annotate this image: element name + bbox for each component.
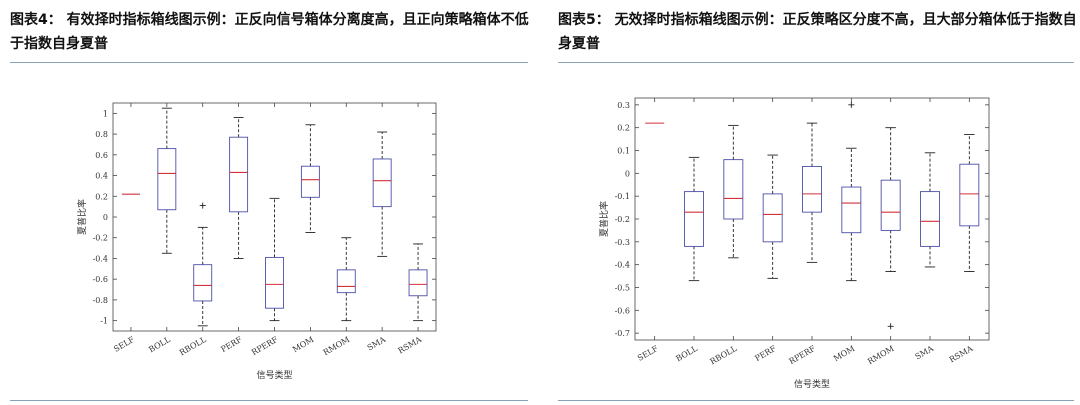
y-tick-label: 0.4 — [95, 172, 108, 181]
boxplot-chart: 0.3 0.2 0.1 0 -0.1 -0.2 -0.3 -0.4 -0.5 -0.6 -0.7 SE… — [598, 97, 990, 390]
y-tick-label: -0.8 — [93, 296, 108, 305]
x-tick-label: MOM — [832, 344, 856, 363]
x-tick-label: BOLL — [674, 344, 699, 364]
figure-panel-right: 图表5： 无效择时指标箱线图示例：正反策略区分度不高，且大部分箱体低于指数自身夏… — [556, 0, 1080, 405]
y-tick-label: -0.6 — [93, 275, 108, 284]
box-iqr — [959, 163, 980, 227]
y-tick-label: 0.6 — [95, 151, 108, 160]
outlier-marker — [199, 202, 206, 209]
y-tick-label: -0.4 — [93, 254, 108, 263]
x-tick-label: PERF — [753, 344, 778, 363]
y-tick-label: 0.3 — [617, 101, 630, 110]
bottom-divider — [558, 400, 1074, 401]
box-iqr — [880, 179, 901, 231]
figure-caption: 图表4： 有效择时指标箱线图示例：正反向信号箱体分离度高，且正向策略箱体不低于指… — [10, 12, 529, 52]
x-axis-title: 信号类型 — [256, 369, 292, 381]
box-iqr — [802, 166, 822, 213]
box-iqr — [762, 193, 783, 243]
y-tick-label: 0.8 — [95, 130, 108, 139]
x-tick-label: BOLL — [147, 335, 172, 355]
x-tick-label: MOM — [291, 335, 315, 354]
y-tick-label: 0.2 — [95, 192, 108, 201]
box-iqr — [408, 269, 428, 297]
box-iqr — [300, 165, 320, 198]
outlier-marker — [848, 101, 855, 108]
y-tick-label: 1 — [103, 109, 108, 118]
box-iqr — [372, 158, 392, 208]
bottom-divider — [10, 400, 528, 401]
box-iqr — [684, 191, 704, 247]
caption-divider — [10, 62, 528, 63]
x-tick-label: RBOLL — [709, 344, 739, 367]
x-tick-label: RMOM — [866, 344, 896, 366]
y-tick-label: -1 — [100, 317, 108, 326]
y-tick-label: 0 — [625, 169, 630, 178]
x-tick-label: RPERF — [250, 335, 280, 357]
y-tick-label: -0.2 — [93, 234, 108, 243]
x-tick-label: SELF — [636, 344, 660, 363]
x-axis-title: 信号类型 — [794, 378, 830, 390]
box-iqr — [723, 159, 744, 220]
caption-divider — [558, 62, 1074, 63]
y-tick-label: 0.2 — [617, 124, 630, 133]
x-tick-label: PERF — [219, 335, 244, 354]
y-axis-title: 夏普比率 — [76, 199, 88, 235]
y-axis-title: 夏普比率 — [598, 201, 610, 237]
box-iqr — [841, 186, 862, 234]
x-tick-label: SMA — [914, 344, 936, 362]
box-iqr — [265, 256, 284, 309]
x-tick-label: RSMA — [948, 344, 975, 365]
box-iqr — [157, 148, 177, 211]
y-tick-label: -0.6 — [615, 306, 630, 315]
box-iqr — [336, 269, 356, 294]
y-tick-label: -0.1 — [615, 192, 630, 201]
y-tick-label: -0.4 — [615, 261, 630, 270]
y-tick-label: -0.2 — [615, 215, 630, 224]
x-tick-label: SELF — [112, 335, 136, 354]
box-iqr — [920, 191, 940, 247]
y-tick-label: -0.7 — [615, 329, 630, 338]
y-tick-label: 0 — [103, 213, 108, 222]
outlier-marker — [887, 323, 894, 330]
x-tick-label: RMOM — [322, 335, 352, 357]
box-iqr — [193, 264, 213, 302]
y-tick-label: -0.3 — [615, 238, 630, 247]
y-tick-label: 0.1 — [617, 147, 630, 156]
y-tick-label: -0.5 — [615, 283, 630, 292]
figure-panel-left: 图表4： 有效择时指标箱线图示例：正反向信号箱体分离度高，且正向策略箱体不低于指… — [0, 0, 538, 405]
x-tick-label: SMA — [366, 335, 388, 353]
figure-caption: 图表5： 无效择时指标箱线图示例：正反策略区分度不高，且大部分箱体低于指数自身夏… — [558, 12, 1077, 52]
x-tick-label: RSMA — [396, 335, 423, 356]
x-tick-label: RPERF — [788, 344, 818, 366]
boxplot-chart: 1 0.8 0.6 0.4 0.2 0 -0.2 -0.4 -0.6 -0.8 -1 SELF BOLL… — [76, 102, 437, 381]
box-iqr — [229, 136, 249, 213]
x-tick-label: RBOLL — [178, 335, 208, 358]
